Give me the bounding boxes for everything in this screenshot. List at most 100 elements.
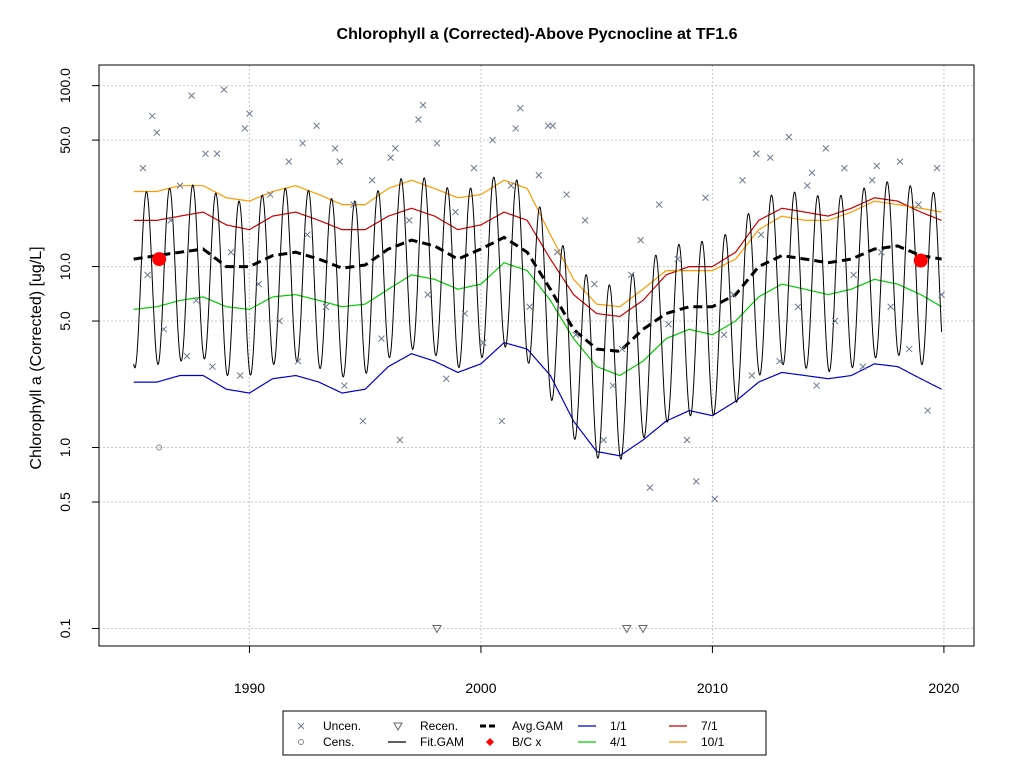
y-tick-label: 5.0 xyxy=(57,311,73,331)
uncensored-point xyxy=(692,478,700,485)
y-axis: 0.1 0.5 1.0 5.0 10.0 50.0 100.0 xyxy=(57,68,99,638)
uncensored-point xyxy=(160,325,168,333)
y-tick-label: 10.0 xyxy=(57,253,73,280)
uncensored-point xyxy=(516,104,524,112)
uncensored-point xyxy=(368,176,376,184)
legend-item-s4: 4/1 xyxy=(578,735,627,749)
legend-label: Recen. xyxy=(420,719,458,733)
uncensored-point xyxy=(498,417,506,425)
uncensored-point xyxy=(905,345,913,353)
legend-label: Avg.GAM xyxy=(512,719,563,733)
uncensored-point xyxy=(581,217,589,224)
legend-label: 10/1 xyxy=(701,735,725,749)
series-line xyxy=(133,341,942,457)
uncensored-point xyxy=(572,331,580,339)
uncensored-point xyxy=(618,345,626,353)
uncensored-point xyxy=(359,417,367,425)
legend-item-fit: Fit.GAM xyxy=(388,735,464,749)
uncensored-point xyxy=(176,182,184,190)
uncensored-point xyxy=(192,297,200,304)
uncensored-point xyxy=(183,352,191,360)
uncensored-point xyxy=(479,339,487,346)
uncensored-point xyxy=(153,129,161,136)
uncensored-point xyxy=(591,280,598,288)
fit-gam-line xyxy=(133,176,943,460)
uncensored-point xyxy=(526,303,533,311)
uncensored-point xyxy=(729,291,737,298)
uncensored-point xyxy=(711,495,719,503)
uncensored-point xyxy=(331,145,339,152)
x-axis: 1990 2000 2010 2020 xyxy=(234,646,960,696)
uncensored-point xyxy=(139,164,147,172)
legend-label: Fit.GAM xyxy=(420,735,464,749)
bc-markers xyxy=(152,252,928,268)
uncensored-point xyxy=(549,122,557,130)
uncensored-point xyxy=(794,303,802,311)
x-tick-label: 2010 xyxy=(697,680,728,696)
uncensored-point xyxy=(933,164,941,172)
uncensored-point xyxy=(887,303,895,311)
uncensored-point xyxy=(227,248,235,256)
y-tick-label: 0.1 xyxy=(57,619,73,639)
uncensored-point xyxy=(336,158,344,166)
uncensored-point xyxy=(873,162,881,170)
uncensored-point xyxy=(246,110,253,118)
legend-symbol xyxy=(297,722,305,730)
uncensored-point xyxy=(808,169,816,177)
uncensored-point xyxy=(748,372,756,379)
uncensored-point xyxy=(209,363,216,370)
series-line xyxy=(133,197,942,318)
uncensored-point xyxy=(387,154,395,161)
uncensored-point xyxy=(655,201,663,208)
uncensored-point xyxy=(285,158,293,166)
y-tick-label: 50.0 xyxy=(57,126,73,153)
uncensored-point xyxy=(419,101,427,109)
uncensored-point xyxy=(739,176,746,184)
y-tick-label: 100.0 xyxy=(57,68,73,103)
legend-item-avg: Avg.GAM xyxy=(480,719,563,733)
uncensored-point xyxy=(553,248,561,256)
uncensored-point xyxy=(433,139,441,147)
legend-item-uncen: Uncen. xyxy=(297,719,361,733)
y-axis-label: Chlorophyll a (Corrected) [ug/L] xyxy=(28,246,45,469)
uncensored-point xyxy=(822,145,830,152)
uncensored-point xyxy=(241,125,249,132)
uncensored-point xyxy=(276,317,283,325)
uncensored-point xyxy=(507,182,515,190)
uncensored-point xyxy=(609,382,617,389)
uncensored-point xyxy=(322,303,330,311)
uncensored-point xyxy=(378,335,385,342)
uncensored-point xyxy=(313,122,320,130)
uncensored-point xyxy=(167,217,175,224)
series-line xyxy=(133,179,942,308)
uncensored-point xyxy=(350,201,357,208)
chart-title: Chlorophyll a (Corrected)-Above Pycnocli… xyxy=(337,26,738,43)
uncensored-point xyxy=(757,231,765,239)
legend-symbol xyxy=(393,722,403,732)
uncensored-point xyxy=(674,255,682,263)
y-tick-label: 0.5 xyxy=(57,492,73,512)
censored-point xyxy=(156,444,163,451)
legend-label: Uncen. xyxy=(323,719,361,733)
uncensored-point xyxy=(299,139,307,147)
legend-item-s10: 10/1 xyxy=(669,735,725,749)
data-points xyxy=(139,86,945,634)
uncensored-point xyxy=(236,372,244,379)
legend-label: 1/1 xyxy=(610,719,627,733)
uncensored-point xyxy=(563,191,570,198)
uncensored-point xyxy=(683,436,691,444)
uncensored-point xyxy=(424,291,432,298)
uncensored-point xyxy=(470,164,478,172)
uncensored-point xyxy=(878,248,885,256)
legend-item-s7: 7/1 xyxy=(669,719,718,733)
uncensored-point xyxy=(938,291,945,298)
uncensored-point xyxy=(859,363,867,370)
legend: Uncen. Recen. Avg.GAM 1/1 7/1 Cens. Fit.GAM B/C… xyxy=(282,710,767,756)
uncensored-point xyxy=(924,407,932,414)
uncensored-point xyxy=(213,150,221,158)
uncensored-point xyxy=(776,357,783,365)
grid xyxy=(99,65,974,646)
uncensored-point xyxy=(720,331,728,339)
recensored-point xyxy=(621,624,632,634)
legend-symbol xyxy=(486,738,494,746)
